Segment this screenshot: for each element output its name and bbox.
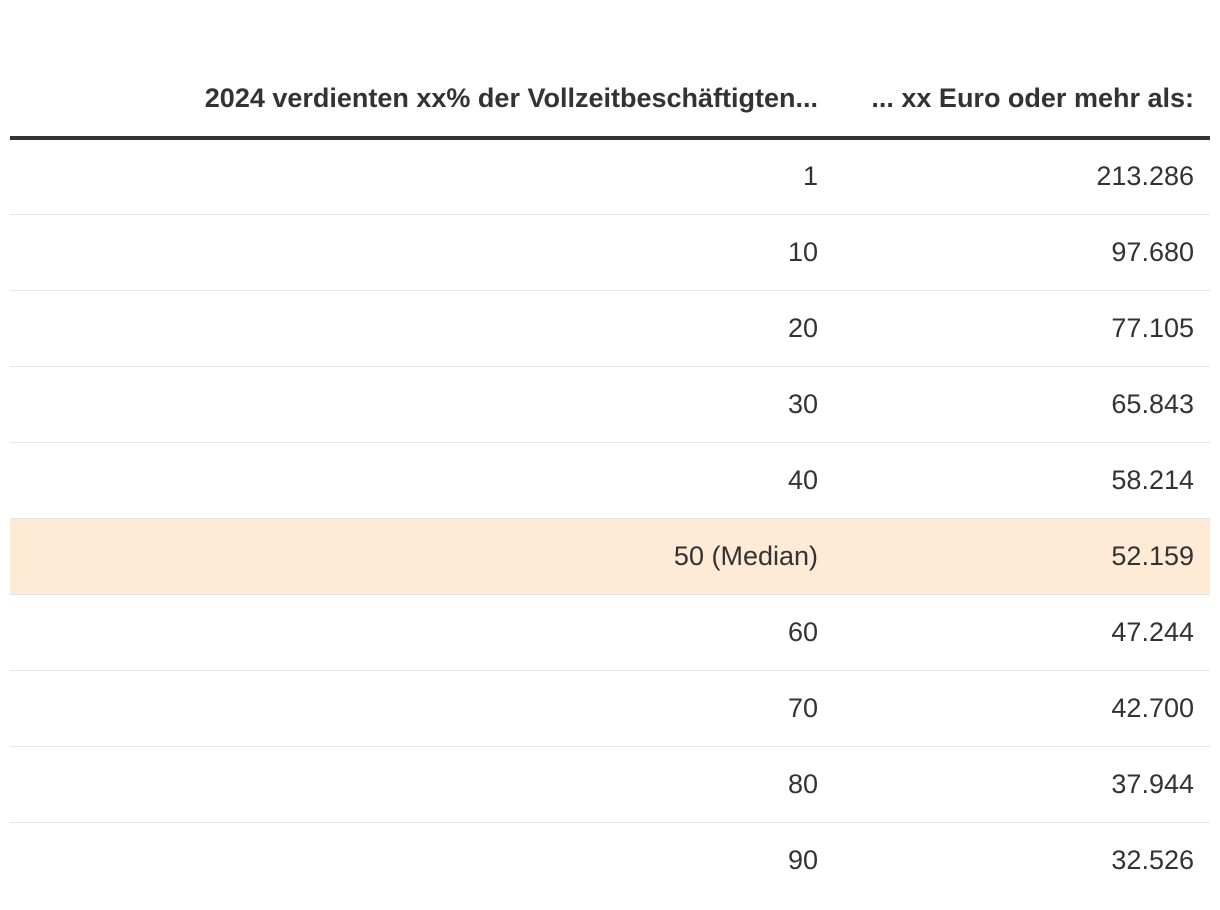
- table-row: 90 32.526: [10, 822, 1210, 898]
- cell-percent: 10: [10, 214, 822, 290]
- table-row: 10 97.680: [10, 214, 1210, 290]
- cell-percent: 90: [10, 822, 822, 898]
- table-row: 60 47.244: [10, 594, 1210, 670]
- table-row: 30 65.843: [10, 366, 1210, 442]
- table-row: 70 42.700: [10, 670, 1210, 746]
- income-percentile-table-container: 2024 verdienten xx% der Vollzeitbeschäft…: [10, 0, 1210, 898]
- cell-euro: 77.105: [822, 290, 1210, 366]
- cell-euro: 97.680: [822, 214, 1210, 290]
- cell-percent: 30: [10, 366, 822, 442]
- income-percentile-table: 2024 verdienten xx% der Vollzeitbeschäft…: [10, 0, 1210, 898]
- cell-euro: 47.244: [822, 594, 1210, 670]
- cell-euro: 52.159: [822, 518, 1210, 594]
- cell-percent: 70: [10, 670, 822, 746]
- table-row: 80 37.944: [10, 746, 1210, 822]
- table-header: 2024 verdienten xx% der Vollzeitbeschäft…: [10, 0, 1210, 138]
- cell-percent: 40: [10, 442, 822, 518]
- table-row: 1 213.286: [10, 138, 1210, 214]
- column-header-euro: ... xx Euro oder mehr als:: [822, 0, 1210, 138]
- cell-euro: 58.214: [822, 442, 1210, 518]
- cell-percent: 20: [10, 290, 822, 366]
- cell-percent: 50 (Median): [10, 518, 822, 594]
- cell-euro: 65.843: [822, 366, 1210, 442]
- column-header-percent: 2024 verdienten xx% der Vollzeitbeschäft…: [10, 0, 822, 138]
- cell-euro: 37.944: [822, 746, 1210, 822]
- cell-percent: 60: [10, 594, 822, 670]
- cell-euro: 42.700: [822, 670, 1210, 746]
- table-row-highlighted: 50 (Median) 52.159: [10, 518, 1210, 594]
- table-row: 20 77.105: [10, 290, 1210, 366]
- table-body: 1 213.286 10 97.680 20 77.105 30 65.843 40 58.214…: [10, 138, 1210, 898]
- cell-euro: 32.526: [822, 822, 1210, 898]
- header-row: 2024 verdienten xx% der Vollzeitbeschäft…: [10, 0, 1210, 138]
- table-row: 40 58.214: [10, 442, 1210, 518]
- cell-percent: 1: [10, 138, 822, 214]
- cell-euro: 213.286: [822, 138, 1210, 214]
- cell-percent: 80: [10, 746, 822, 822]
